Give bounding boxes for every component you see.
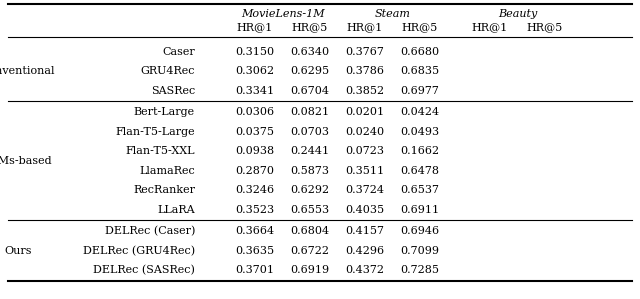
Text: 0.6835: 0.6835 (401, 66, 440, 76)
Text: 0.6911: 0.6911 (401, 205, 440, 215)
Text: 0.6804: 0.6804 (291, 226, 330, 236)
Text: Caser: Caser (163, 47, 195, 57)
Text: MovieLens-1M: MovieLens-1M (241, 9, 324, 19)
Text: 0.4035: 0.4035 (346, 205, 385, 215)
Text: 0.6722: 0.6722 (291, 245, 330, 256)
Text: 0.0938: 0.0938 (236, 146, 275, 156)
Text: GRU4Rec: GRU4Rec (141, 66, 195, 76)
Text: Flan-T5-XXL: Flan-T5-XXL (125, 146, 195, 156)
Text: 0.3341: 0.3341 (236, 86, 275, 96)
Text: 0.6478: 0.6478 (401, 166, 440, 176)
Text: 0.3246: 0.3246 (236, 185, 275, 195)
Text: Bert-Large: Bert-Large (134, 107, 195, 117)
Text: 0.3786: 0.3786 (346, 66, 385, 76)
Text: 0.6946: 0.6946 (401, 226, 440, 236)
Text: 0.3150: 0.3150 (236, 47, 275, 57)
Text: 0.0240: 0.0240 (346, 126, 385, 137)
Text: 0.6977: 0.6977 (401, 86, 440, 96)
Text: 0.6680: 0.6680 (401, 47, 440, 57)
Text: 0.2441: 0.2441 (291, 146, 330, 156)
Text: 0.7285: 0.7285 (401, 265, 440, 275)
Text: 0.3701: 0.3701 (236, 265, 275, 275)
Text: 0.7099: 0.7099 (401, 245, 440, 256)
Text: DELRec (GRU4Rec): DELRec (GRU4Rec) (83, 245, 195, 256)
Text: 0.6340: 0.6340 (291, 47, 330, 57)
Text: HR@5: HR@5 (527, 22, 563, 32)
Text: 0.0424: 0.0424 (401, 107, 440, 117)
Text: 0.3664: 0.3664 (236, 226, 275, 236)
Text: 0.6919: 0.6919 (291, 265, 330, 275)
Text: 0.3523: 0.3523 (236, 205, 275, 215)
Text: 0.5873: 0.5873 (291, 166, 330, 176)
Text: Steam: Steam (374, 9, 410, 19)
Text: 0.0306: 0.0306 (236, 107, 275, 117)
Text: Conventional: Conventional (0, 66, 55, 76)
Text: 0.1662: 0.1662 (401, 146, 440, 156)
Text: DELRec (Caser): DELRec (Caser) (104, 226, 195, 236)
Text: 0.6553: 0.6553 (291, 205, 330, 215)
Text: HR@1: HR@1 (237, 22, 273, 32)
Text: Beauty: Beauty (498, 9, 537, 19)
Text: 0.3852: 0.3852 (346, 86, 385, 96)
Text: DELRec (SASRec): DELRec (SASRec) (93, 265, 195, 275)
Text: 0.6292: 0.6292 (291, 185, 330, 195)
Text: 0.3635: 0.3635 (236, 245, 275, 256)
Text: 0.0821: 0.0821 (291, 107, 330, 117)
Text: LLaRA: LLaRA (157, 205, 195, 215)
Text: 0.0703: 0.0703 (291, 126, 330, 137)
Text: 0.4157: 0.4157 (346, 226, 385, 236)
Text: Ours: Ours (4, 245, 32, 256)
Text: 0.0375: 0.0375 (236, 126, 275, 137)
Text: HR@5: HR@5 (292, 22, 328, 32)
Text: 0.3724: 0.3724 (346, 185, 385, 195)
Text: 0.0723: 0.0723 (346, 146, 385, 156)
Text: 0.3062: 0.3062 (236, 66, 275, 76)
Text: 0.4296: 0.4296 (346, 245, 385, 256)
Text: HR@1: HR@1 (347, 22, 383, 32)
Text: LLMs-based: LLMs-based (0, 156, 52, 166)
Text: SASRec: SASRec (151, 86, 195, 96)
Text: HR@1: HR@1 (472, 22, 508, 32)
Text: 0.0493: 0.0493 (401, 126, 440, 137)
Text: 0.6537: 0.6537 (401, 185, 440, 195)
Text: 0.4372: 0.4372 (346, 265, 385, 275)
Text: 0.2870: 0.2870 (236, 166, 275, 176)
Text: 0.3511: 0.3511 (346, 166, 385, 176)
Text: HR@5: HR@5 (402, 22, 438, 32)
Text: LlamaRec: LlamaRec (140, 166, 195, 176)
Text: 0.3767: 0.3767 (346, 47, 385, 57)
Text: 0.6295: 0.6295 (291, 66, 330, 76)
Text: 0.0201: 0.0201 (346, 107, 385, 117)
Text: RecRanker: RecRanker (133, 185, 195, 195)
Text: 0.6704: 0.6704 (291, 86, 330, 96)
Text: Flan-T5-Large: Flan-T5-Large (115, 126, 195, 137)
